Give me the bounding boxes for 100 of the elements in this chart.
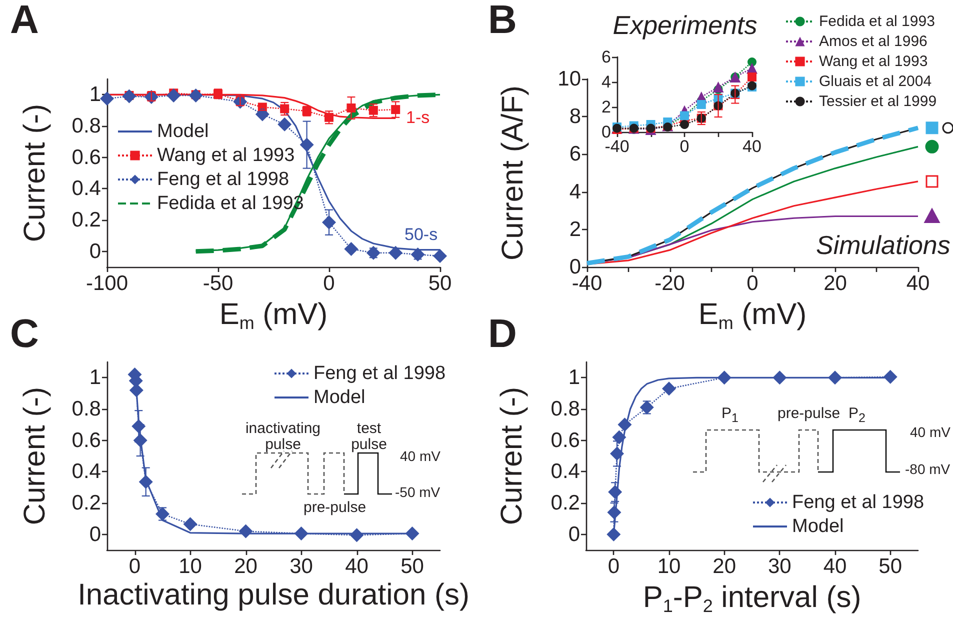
legend-label: Wang et al 1993 <box>819 53 928 70</box>
point <box>433 249 447 264</box>
annotation: -80 mV <box>905 461 950 477</box>
y-tick-label: 0.8 <box>72 398 101 420</box>
x-tick-label: 40 <box>742 137 762 156</box>
y-tick-label: 0.8 <box>72 114 101 138</box>
point <box>772 370 787 385</box>
x-tick-label: 40 <box>906 272 930 295</box>
y-tick-label: 4 <box>569 180 582 204</box>
x-tick-label: 0 <box>128 555 141 578</box>
annotation: P$_{1}$ <box>722 405 738 426</box>
y-tick-label: 0.2 <box>72 492 101 514</box>
y-tick-label: 0.8 <box>550 398 580 420</box>
point <box>166 88 181 102</box>
annotation: P$_{2}$ <box>848 405 866 426</box>
point <box>618 418 632 432</box>
x-tick-label: 0 <box>680 137 690 156</box>
y-tick-label: 0.4 <box>72 460 102 484</box>
x-tick-label: -100 <box>86 272 128 295</box>
legend-label: Feng et al 1998 <box>792 492 924 513</box>
y-tick-label: 0 <box>89 240 101 263</box>
y-tick-label: 10 <box>558 68 581 90</box>
y-tick-label: 0.2 <box>550 492 580 514</box>
y-tick-label: 0 <box>568 522 580 546</box>
point <box>612 430 626 444</box>
point <box>238 524 253 538</box>
y-tick-label: 4 <box>602 72 611 92</box>
annotation: inactivating pulse <box>244 420 322 453</box>
y-axis-title: Current (-) <box>18 104 52 242</box>
chart-title: D <box>488 312 517 356</box>
x-tick-label: 50 <box>878 555 902 578</box>
legend-label: Gluais et al 2004 <box>819 73 932 90</box>
y-tick-label: 2 <box>569 218 581 241</box>
legend-label: Wang et al 1993 <box>157 145 295 166</box>
legend-label: Fedida et al 1993 <box>819 13 935 30</box>
annotation: Simulations <box>816 230 950 260</box>
annotation: 40 mV <box>910 424 950 440</box>
y-tick-label: 2 <box>602 98 611 116</box>
y-tick-label: 1 <box>89 366 101 390</box>
y-tick-label: 8 <box>569 105 581 128</box>
y-axis-title: Current (A/F) <box>496 85 530 261</box>
point <box>188 88 203 102</box>
x-tick-label: 10 <box>178 555 202 578</box>
y-tick-label: 0.2 <box>72 208 101 232</box>
point <box>712 82 724 92</box>
point <box>129 383 144 398</box>
point <box>828 370 842 385</box>
point <box>100 92 114 106</box>
y-tick-label: 6 <box>602 48 611 66</box>
point <box>662 382 676 396</box>
y-tick-label: 0.4 <box>550 460 580 484</box>
y-tick-label: 0.4 <box>72 177 102 200</box>
point <box>278 117 292 132</box>
point <box>405 526 420 541</box>
point <box>344 242 358 256</box>
x-tick-label: -20 <box>654 272 685 295</box>
point <box>717 370 732 385</box>
y-tick-label: 0.6 <box>72 146 101 169</box>
point <box>883 370 898 384</box>
annotation: 1-s <box>406 108 430 127</box>
x-tick-label: -50 <box>202 272 234 295</box>
x-axis-title: Inactivating pulse duration (s) <box>78 578 470 612</box>
point <box>680 120 689 129</box>
point <box>183 517 198 532</box>
x-tick-label: 20 <box>824 272 847 295</box>
chart-title: B <box>488 0 517 42</box>
legend-label: Feng et al 1998 <box>157 169 290 190</box>
x-tick-label: 30 <box>290 555 313 578</box>
point <box>294 526 308 541</box>
x-tick-label: 20 <box>712 555 736 578</box>
point <box>122 89 136 104</box>
y-tick-label: 0 <box>569 256 581 278</box>
point <box>748 72 756 82</box>
legend-label: Feng et al 1998 <box>314 363 446 384</box>
x-tick-label: 50 <box>428 272 452 295</box>
y-tick-label: 6 <box>569 142 581 166</box>
annotation: pre-pulse <box>304 499 366 516</box>
y-axis-title: Current (-) <box>18 386 52 526</box>
point <box>255 107 270 122</box>
point <box>388 246 403 260</box>
y-tick-label: 0 <box>89 522 101 546</box>
x-tick-label: 0 <box>746 272 758 295</box>
x-tick-label: 10 <box>657 555 681 578</box>
chart-title: Experiments <box>612 10 758 40</box>
point <box>696 100 706 109</box>
y-tick-label: 0.6 <box>72 428 101 452</box>
annotation: 50-s <box>404 225 438 244</box>
legend-label: Tessier et al 1999 <box>819 93 937 110</box>
x-tick-label: 0 <box>323 272 335 295</box>
point <box>350 528 364 542</box>
x-tick-label: 30 <box>768 555 792 578</box>
chart-title: A <box>10 0 39 42</box>
y-tick-label: 0.6 <box>550 428 580 452</box>
y-axis-title: Current (-) <box>496 386 528 526</box>
x-tick-label: 50 <box>400 555 424 578</box>
x-tick-label: 40 <box>345 555 368 578</box>
annotation: 40 mV <box>400 448 440 464</box>
annotation: test pulse <box>350 420 388 453</box>
legend-label: Model <box>792 516 844 537</box>
chart-title: C <box>10 312 39 356</box>
